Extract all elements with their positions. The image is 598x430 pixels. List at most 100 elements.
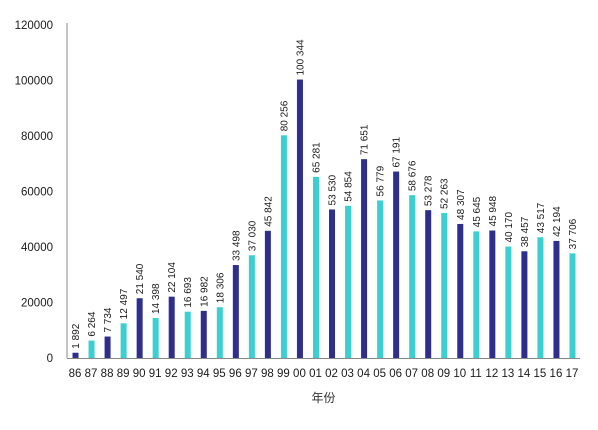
bar: [569, 253, 576, 358]
y-tick-label: 100000: [15, 76, 53, 88]
bar: [136, 298, 143, 358]
y-tick-label: 120000: [15, 20, 53, 32]
bar-value-label: 14 398: [151, 283, 162, 314]
bar-value-label: 22 104: [167, 262, 178, 293]
bar: [553, 240, 560, 358]
bars: [72, 79, 576, 359]
bar: [457, 223, 464, 358]
x-tick-label: 07: [405, 368, 418, 380]
y-tick-label: 40000: [21, 242, 53, 254]
bar: [425, 210, 432, 358]
bar-value-label: 45 948: [488, 195, 499, 226]
bar: [345, 205, 352, 358]
bar-value-label: 43 517: [536, 202, 547, 233]
bar-value-label: 12 497: [119, 288, 130, 319]
x-tick-label: 13: [501, 368, 514, 380]
x-tick-label: 92: [165, 368, 178, 380]
x-tick-label: 93: [181, 368, 194, 380]
x-tick-label: 86: [69, 368, 82, 380]
bar-value-label: 7 734: [103, 307, 114, 332]
bar-value-label: 53 278: [424, 175, 435, 206]
bar: [377, 200, 384, 358]
bar: [361, 159, 368, 358]
x-tick-label: 98: [261, 368, 274, 380]
axes: [66, 23, 580, 359]
bar-value-label: 56 779: [376, 165, 387, 196]
bar: [264, 230, 271, 358]
y-axis-ticks: 0 20000 40000 60000 80000 100000 120000: [15, 20, 53, 365]
bar: [537, 237, 544, 358]
x-tick-label: 88: [101, 368, 114, 380]
y-tick-label: 60000: [21, 187, 53, 199]
bar-value-label: 37 030: [247, 220, 258, 251]
bar: [104, 336, 111, 358]
bar: [296, 79, 303, 359]
y-tick-label: 20000: [21, 298, 53, 310]
y-tick-label: 80000: [21, 131, 53, 143]
bar-value-label: 80 256: [279, 100, 290, 131]
bar-value-label: 45 645: [472, 196, 483, 227]
x-axis-ticks: 86 87 88 89 90 91 92 93 94 95 96 97 98 99 00 01 02 03 04 05…: [69, 368, 579, 380]
bar: [152, 318, 159, 358]
bar-value-label: 16 982: [199, 276, 210, 307]
bar: [168, 296, 175, 358]
x-tick-label: 17: [566, 368, 579, 380]
data-labels: 1 892 6 264 7 734 12 497 21 540 14 398 22 104 1…: [71, 39, 579, 349]
x-tick-label: 11: [470, 368, 482, 380]
bar-value-label: 53 530: [328, 174, 339, 205]
x-tick-label: 12: [485, 368, 498, 380]
x-tick-label: 91: [149, 368, 162, 380]
bar-value-label: 54 854: [344, 171, 355, 202]
x-tick-label: 08: [421, 368, 434, 380]
bar-value-label: 45 842: [263, 196, 274, 227]
bar-value-label: 71 651: [360, 124, 371, 155]
x-tick-label: 05: [373, 368, 386, 380]
bar-value-label: 21 540: [135, 263, 146, 294]
y-tick-label: 0: [47, 353, 53, 365]
x-tick-label: 99: [277, 368, 290, 380]
x-tick-label: 03: [341, 368, 354, 380]
bar-value-label: 1 892: [71, 323, 82, 348]
bar: [473, 231, 480, 358]
bar: [248, 255, 255, 358]
bar-value-label: 16 693: [183, 277, 194, 308]
x-tick-label: 95: [213, 368, 226, 380]
x-tick-label: 16: [550, 368, 563, 380]
x-tick-label: 00: [293, 368, 306, 380]
x-tick-label: 89: [117, 368, 130, 380]
bar-value-label: 58 676: [408, 160, 419, 191]
bar: [489, 230, 496, 358]
x-tick-label: 90: [133, 368, 146, 380]
bar: [409, 195, 416, 358]
x-tick-label: 96: [229, 368, 242, 380]
bar: [521, 251, 528, 358]
bar-value-label: 33 498: [231, 230, 242, 261]
bar-value-label: 65 281: [311, 142, 322, 173]
bar: [441, 212, 448, 358]
bar: [505, 246, 512, 358]
x-tick-label: 10: [453, 368, 466, 380]
bar-value-label: 18 306: [215, 272, 226, 303]
bar-value-label: 37 706: [568, 218, 579, 249]
x-tick-label: 04: [357, 368, 370, 380]
bar-value-label: 48 307: [456, 189, 467, 220]
bar: [280, 135, 287, 358]
x-axis-title: 年份: [311, 391, 335, 405]
x-tick-label: 14: [517, 368, 530, 380]
bar: [232, 265, 239, 358]
bar: [329, 209, 336, 358]
bar: [312, 176, 319, 358]
bar-value-label: 38 457: [520, 216, 531, 247]
bar: [184, 311, 191, 358]
x-tick-label: 97: [245, 368, 258, 380]
x-tick-label: 94: [197, 368, 210, 380]
bar: [393, 171, 400, 358]
bar-value-label: 6 264: [87, 311, 98, 336]
bar-value-label: 40 170: [504, 212, 515, 243]
bar: [200, 310, 207, 358]
bar: [72, 352, 79, 358]
x-tick-label: 15: [534, 368, 547, 380]
bar-value-label: 100 344: [295, 39, 306, 76]
bar-value-label: 67 191: [392, 137, 403, 168]
x-tick-label: 87: [85, 368, 98, 380]
